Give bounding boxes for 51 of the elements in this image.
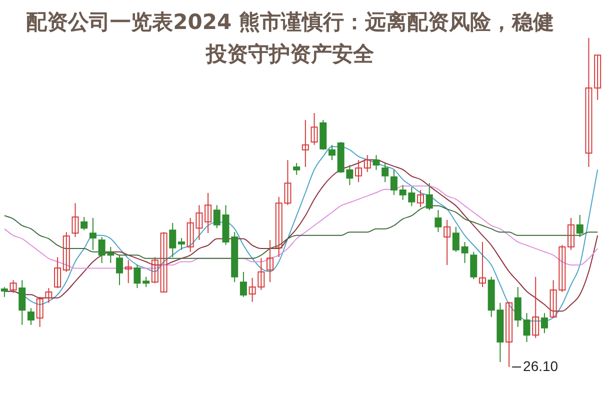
candlestick <box>240 271 247 298</box>
candlestick <box>45 288 52 304</box>
candlestick <box>151 256 158 284</box>
candlestick <box>134 264 141 289</box>
candlestick <box>461 241 468 264</box>
candlestick <box>514 286 522 328</box>
candlestick <box>470 251 478 280</box>
candlestick <box>36 296 44 328</box>
candlestick <box>426 182 433 211</box>
candlestick <box>585 38 592 168</box>
candlestick <box>18 280 26 326</box>
candlestick <box>0 286 8 298</box>
candlestick <box>293 162 300 176</box>
candlestick <box>540 312 548 334</box>
candlestick <box>160 232 168 292</box>
candlestick <box>72 202 79 238</box>
annotation: 26.10 <box>523 358 558 374</box>
candlestick <box>532 276 540 339</box>
candlestick <box>266 240 274 283</box>
candlestick <box>89 217 96 250</box>
candlestick <box>54 256 62 289</box>
candlestick <box>328 144 336 161</box>
candlestick <box>355 160 362 183</box>
candlestick <box>452 226 460 252</box>
candlestick <box>178 238 185 250</box>
candlestick <box>382 162 389 183</box>
candlestick <box>302 119 309 168</box>
candlestick <box>444 219 451 266</box>
candlestick <box>142 276 150 288</box>
candlestick <box>116 254 124 286</box>
candlestick <box>594 54 602 100</box>
candlestick <box>478 241 486 288</box>
candlestick <box>390 169 398 196</box>
candlestick <box>523 312 530 342</box>
candlestick <box>213 204 220 229</box>
candlestick <box>576 214 584 238</box>
candlestick <box>506 301 513 368</box>
chart-title: 配资公司一览表2024 熊市谨慎行：远离配资风险，稳健投资守护资产安全 <box>25 9 555 68</box>
candlestick <box>80 216 88 231</box>
candlestick <box>568 217 575 250</box>
candlestick <box>434 210 442 233</box>
candlestick <box>10 280 17 294</box>
candlestick <box>364 154 371 172</box>
candlestick <box>124 260 132 284</box>
candlestick <box>62 232 70 272</box>
candlestick <box>417 190 424 208</box>
candlestick <box>310 112 318 146</box>
candlestick <box>204 192 212 234</box>
candlestick <box>169 222 176 258</box>
candlestick <box>372 154 380 170</box>
candlestick <box>27 308 34 326</box>
